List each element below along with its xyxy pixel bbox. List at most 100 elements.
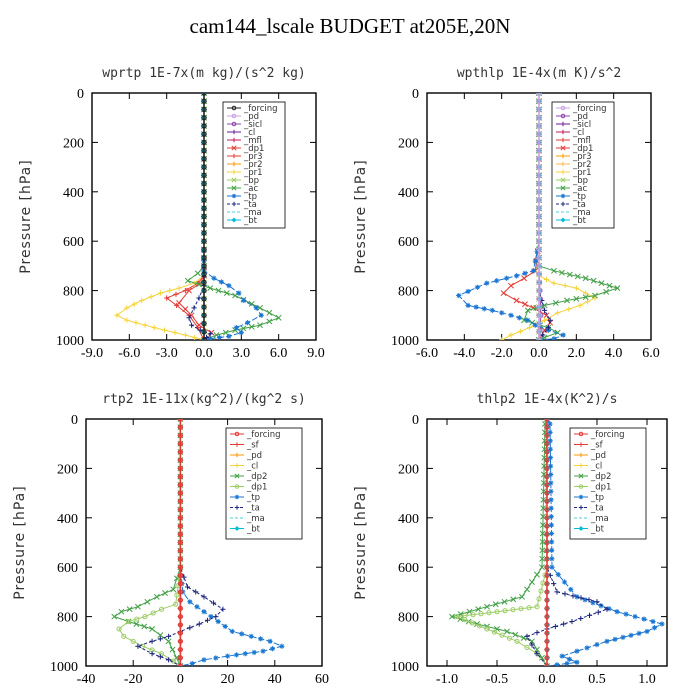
data-point (131, 301, 137, 307)
y-axis-label: Pressure [hPa] (353, 485, 369, 599)
data-point (536, 329, 542, 335)
data-point (598, 603, 604, 609)
legend-entry: _sf (574, 441, 604, 451)
data-point (208, 614, 214, 620)
data-point (551, 280, 557, 286)
legend-entry: _bp (227, 176, 259, 186)
data-point (201, 222, 207, 228)
data-point (573, 295, 580, 302)
data-point (201, 123, 207, 129)
legend-entry: _dp2 (230, 472, 267, 482)
data-point (551, 581, 557, 587)
data-point (186, 315, 192, 321)
data-point (532, 322, 538, 328)
y-tick-label: 200 (398, 136, 419, 151)
legend-marker (231, 217, 237, 223)
x-tick-label: 6.0 (270, 346, 288, 361)
data-point (232, 292, 239, 299)
data-point (574, 648, 580, 654)
data-point (614, 609, 620, 615)
legend-entry: _cl (574, 462, 602, 472)
data-point (555, 572, 561, 578)
data-point (201, 271, 207, 277)
data-point (220, 606, 226, 612)
data-point (177, 441, 183, 447)
data-point (544, 597, 550, 603)
data-point (201, 246, 207, 253)
legend-marker (231, 105, 237, 111)
data-point (548, 522, 555, 528)
series-line (450, 419, 548, 666)
data-point (242, 651, 248, 657)
data-point (279, 643, 285, 649)
data-point (172, 329, 178, 336)
series-dp1 (116, 419, 183, 666)
data-point (536, 288, 542, 294)
data-point (547, 317, 553, 323)
data-point (536, 131, 542, 137)
legend-marker (234, 452, 240, 458)
data-point (177, 424, 183, 430)
x-tick-label: -40 (77, 672, 96, 687)
legend-entry: _dp1 (556, 144, 593, 154)
legend-marker (578, 494, 584, 500)
data-point (536, 238, 542, 244)
data-point (525, 317, 531, 323)
data-point (590, 277, 597, 284)
legend-marker (231, 137, 237, 143)
legend-marker (234, 463, 240, 468)
y-tick-label: 800 (57, 611, 78, 626)
legend-label: _pr2 (243, 160, 263, 170)
data-point (166, 657, 172, 663)
x-tick-label: -4.0 (453, 346, 475, 361)
data-point (544, 539, 550, 546)
legend-entry: _forcing (230, 430, 281, 440)
data-point (544, 419, 550, 422)
legend-entry: _pr2 (227, 160, 263, 170)
data-point (484, 626, 490, 632)
x-tick-label: 40 (268, 672, 282, 687)
data-point (151, 325, 157, 331)
data-point (133, 320, 139, 326)
data-point (196, 281, 202, 288)
data-point (201, 312, 207, 318)
data-point (562, 283, 568, 289)
plot-area (449, 419, 665, 666)
legend-marker (578, 505, 584, 510)
data-point (536, 93, 542, 96)
series-pr1 (114, 93, 207, 340)
data-point (506, 635, 513, 641)
data-point (223, 290, 230, 297)
data-point (500, 290, 507, 297)
legend-box (225, 427, 303, 540)
data-point (130, 638, 136, 644)
data-point (592, 295, 598, 301)
legend-marker (231, 153, 237, 159)
data-point (469, 620, 475, 626)
series-line (115, 93, 205, 340)
data-point (489, 307, 495, 313)
data-point (545, 325, 551, 331)
data-point (465, 302, 471, 309)
data-point (524, 586, 530, 593)
data-point (544, 622, 550, 628)
data-point (201, 657, 207, 663)
data-point (536, 180, 542, 187)
data-point (539, 564, 545, 571)
data-point (604, 606, 610, 612)
legend-label: _bt (572, 216, 587, 226)
data-point (201, 304, 207, 310)
y-tick-label: 200 (398, 462, 419, 477)
data-point (526, 605, 532, 611)
data-point (481, 306, 487, 312)
data-point (548, 497, 554, 503)
data-point (484, 603, 490, 610)
data-point (527, 325, 533, 331)
x-tick-label: -3.0 (156, 346, 178, 361)
data-point (492, 601, 499, 608)
data-point (197, 327, 203, 333)
data-point (157, 290, 164, 296)
data-point (177, 539, 183, 546)
x-tick-label: 0 (177, 672, 184, 687)
data-point (552, 299, 559, 306)
